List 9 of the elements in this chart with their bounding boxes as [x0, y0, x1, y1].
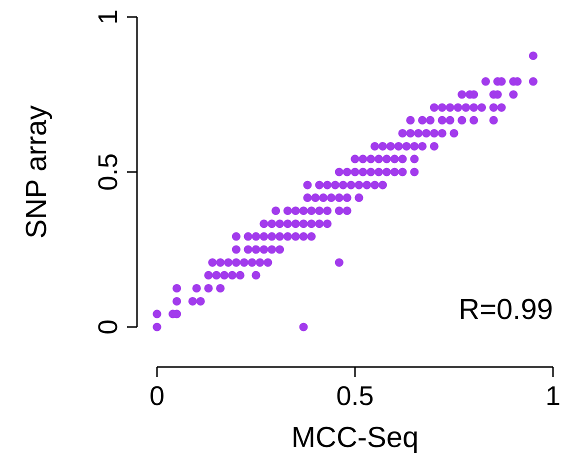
annotation: R=0.99 — [458, 294, 553, 326]
x-tick-label: 0.5 — [336, 381, 374, 411]
y-tick-label: 0 — [93, 319, 123, 335]
y-tick-label: 1 — [93, 9, 123, 25]
y-tick-label: 0.5 — [93, 153, 123, 191]
x-axis-title: MCC-Seq — [291, 422, 419, 454]
x-tick-label: 0 — [149, 381, 165, 411]
y-axis-title: SNP array — [21, 104, 53, 239]
x-tick-label: 1 — [545, 381, 561, 411]
